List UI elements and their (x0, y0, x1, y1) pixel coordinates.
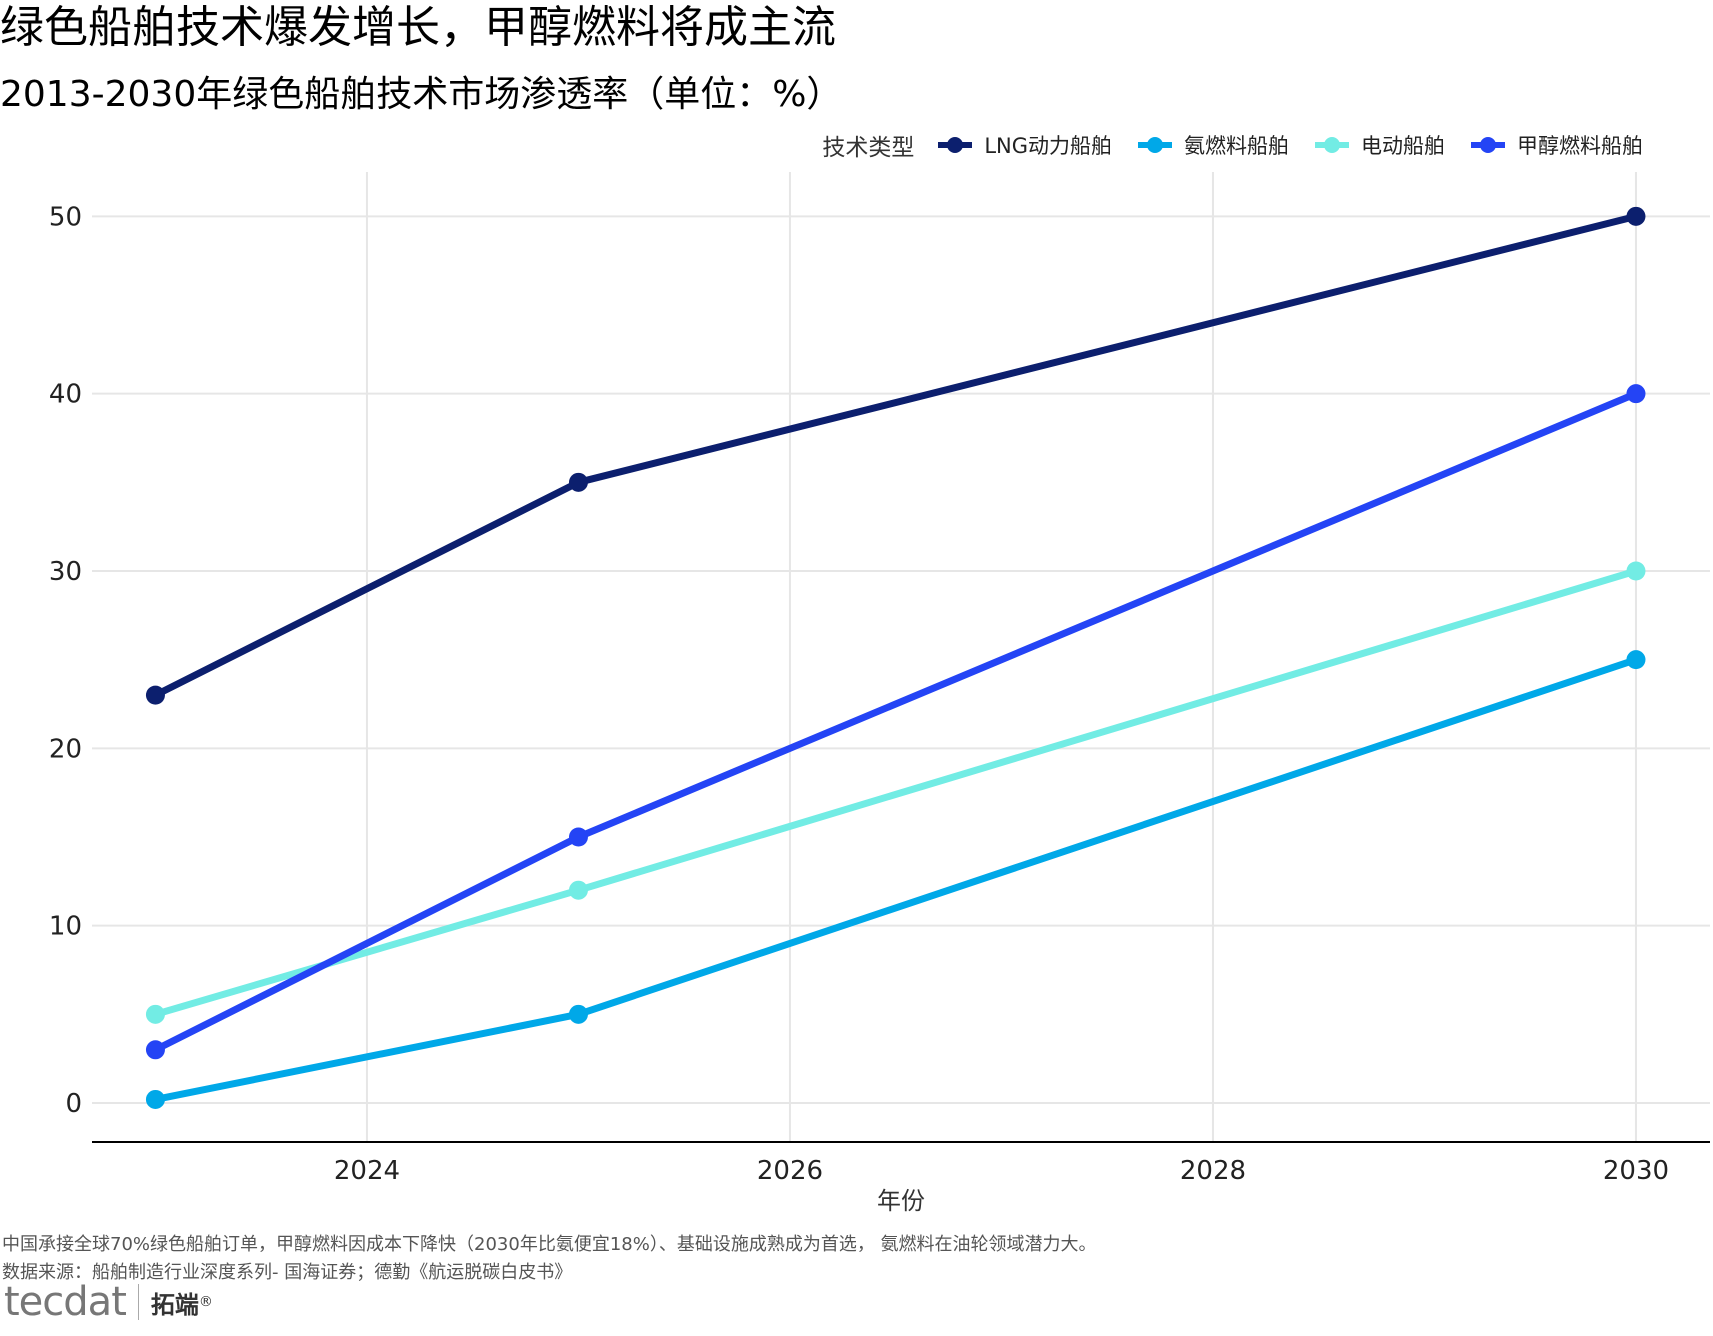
x-tick-label: 2028 (1180, 1156, 1246, 1186)
legend-label-methanol: 甲醇燃料船舶 (1517, 134, 1643, 158)
data-point-2-1 (568, 880, 588, 900)
y-tick-label: 50 (49, 202, 82, 232)
logo-divider (137, 1284, 139, 1320)
data-point-0-1 (568, 472, 588, 492)
y-tick-label: 30 (49, 557, 82, 587)
legend-item-ammonia: 氨燃料船舶 (1138, 130, 1289, 160)
legend-key-methanol (1471, 135, 1505, 155)
series-line-2 (151, 567, 1640, 1018)
caption-note: 中国承接全球70%绿色船舶订单，甲醇燃料因成本下降快（2030年比氨便宜18%）… (2, 1234, 1097, 1255)
x-axis-title: 年份 (877, 1187, 925, 1215)
data-point-3-1 (568, 827, 588, 847)
legend-item-electric: 电动船舶 (1315, 130, 1445, 160)
y-tick-label: 20 (49, 734, 82, 764)
legend-key-lng (938, 135, 973, 155)
logo-mark: tecdat (4, 1279, 127, 1325)
series-line-1 (151, 656, 1640, 1103)
chart-subtitle: 2013-2030年绿色船舶技术市场渗透率（单位：%） (0, 74, 843, 115)
legend-key-electric (1315, 135, 1349, 155)
logo-name: 拓端 (150, 1290, 199, 1319)
legend-item-methanol: 甲醇燃料船舶 (1471, 130, 1643, 160)
x-tick-label: 2026 (757, 1156, 823, 1186)
legend-label-lng: LNG动力船舶 (984, 134, 1112, 158)
logo-registered: ® (198, 1294, 213, 1310)
legend: 技术类型 LNG动力船舶 氨燃料船舶 电动船舶 甲醇燃料船舶 (822, 128, 1643, 162)
y-tick-label: 10 (49, 912, 82, 942)
x-tick-label: 2024 (334, 1156, 400, 1186)
data-point-1-1 (568, 1004, 588, 1024)
data-point-1-2 (1626, 650, 1646, 670)
logo: tecdat 拓端 ® (4, 1280, 213, 1324)
data-point-3-0 (145, 1040, 165, 1060)
legend-key-ammonia (1138, 135, 1172, 155)
y-tick-label: 0 (65, 1089, 82, 1119)
data-point-2-2 (1626, 561, 1646, 581)
legend-label-ammonia: 氨燃料船舶 (1184, 134, 1289, 158)
data-point-3-2 (1626, 384, 1646, 404)
data-point-0-0 (145, 685, 165, 705)
data-point-2-0 (145, 1004, 165, 1024)
chart-title: 绿色船舶技术爆发增长，甲醇燃料将成主流 (0, 2, 836, 53)
series-line-0 (151, 212, 1640, 699)
data-point-1-0 (145, 1089, 165, 1109)
data-point-0-2 (1626, 206, 1646, 226)
legend-label-electric: 电动船舶 (1361, 134, 1445, 158)
x-tick-label: 2030 (1603, 1156, 1669, 1186)
y-tick-label: 40 (49, 380, 82, 410)
legend-item-lng: LNG动力船舶 (938, 130, 1112, 160)
caption-source: 数据来源：船舶制造行业深度系列- 国海证券；德勤《航运脱碳白皮书》 (2, 1262, 573, 1283)
legend-title: 技术类型 (822, 135, 915, 161)
